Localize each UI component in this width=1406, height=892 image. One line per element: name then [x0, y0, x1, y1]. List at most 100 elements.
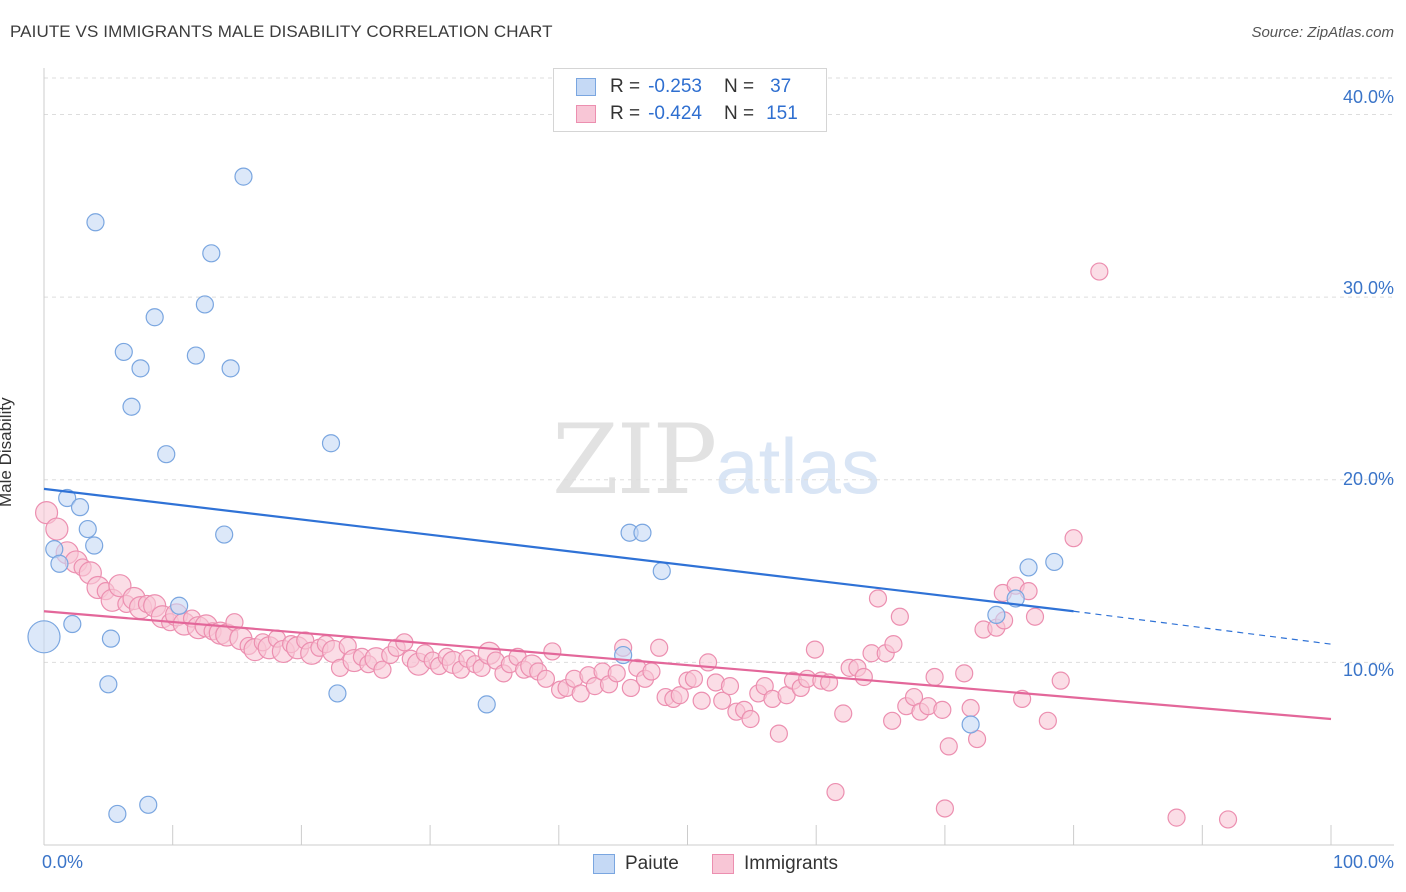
immigrants-point: [933, 700, 952, 719]
correlation-legend: R = -0.253 N = 37 R = -0.424 N = 151: [553, 68, 827, 132]
immigrants-n-value: 151: [766, 103, 798, 124]
paiute-point: [101, 629, 121, 648]
paiute-point: [122, 397, 141, 416]
paiute-point: [27, 620, 61, 654]
paiute-point: [202, 244, 221, 263]
paiute-point: [139, 795, 158, 814]
paiute-point: [633, 523, 652, 542]
immigrants-point: [621, 678, 640, 698]
paiute-legend-label: Paiute: [625, 853, 679, 874]
paiute-point: [477, 695, 496, 714]
bottom-legend-paiute: Paiute: [593, 852, 679, 876]
immigrants-point: [1038, 711, 1057, 730]
paiute-point: [321, 434, 341, 453]
paiute-point: [145, 308, 164, 327]
immigrants-trend-line: [43, 610, 1332, 721]
y-tick-label-10: 10.0%: [1342, 660, 1394, 680]
legend-row-immigrants: R = -0.424 N = 151: [576, 102, 798, 126]
immigrants-swatch: [576, 105, 596, 123]
y-tick-label-40: 40.0%: [1342, 87, 1394, 107]
paiute-point: [234, 167, 253, 186]
immigrants-point: [1218, 810, 1238, 829]
legend-n-label: N =: [723, 76, 755, 97]
paiute-point: [131, 359, 150, 378]
immigrants-point: [713, 691, 732, 710]
watermark: ZIPatlas: [552, 404, 880, 516]
immigrants-point: [45, 517, 69, 541]
paiute-point: [99, 675, 118, 694]
immigrants-point: [961, 698, 980, 718]
paiute-point: [1006, 589, 1025, 608]
immigrants-point: [1025, 607, 1045, 626]
x-tick-label-min: 0.0%: [42, 852, 84, 872]
paiute-point: [652, 561, 671, 581]
immigrants-point: [854, 667, 873, 687]
paiute-point: [221, 359, 240, 378]
immigrants-point: [741, 709, 760, 729]
y-tick-label-20: 20.0%: [1342, 469, 1394, 489]
immigrants-point: [536, 669, 556, 688]
paiute-swatch: [576, 78, 596, 96]
paiute-point: [50, 554, 69, 573]
immigrants-point: [642, 662, 661, 681]
watermark-atlas: atlas: [715, 422, 880, 510]
immigrants-legend-swatch: [712, 854, 734, 874]
immigrants-point: [826, 782, 845, 802]
immigrants-point: [571, 684, 590, 703]
immigrants-point: [925, 667, 944, 687]
immigrants-point: [883, 711, 902, 730]
immigrants-point: [868, 589, 888, 608]
immigrants-point: [1090, 262, 1109, 281]
paiute-point: [157, 445, 176, 464]
immigrants-legend-label: Immigrants: [744, 853, 838, 874]
x-tick-label-max: 100.0%: [1332, 852, 1394, 872]
paiute-point: [961, 715, 980, 734]
chart-title: PAIUTE VS IMMIGRANTS MALE DISABILITY COR…: [10, 22, 553, 41]
immigrants-point: [373, 660, 392, 679]
immigrants-point: [670, 686, 689, 705]
immigrants-point: [607, 664, 626, 683]
immigrants-point: [935, 799, 955, 818]
immigrants-point: [769, 724, 788, 743]
paiute-trend-extension: [1073, 610, 1332, 645]
legend-n-label: N =: [723, 103, 755, 124]
immigrants-point: [939, 737, 958, 756]
immigrants-point: [1064, 529, 1083, 548]
legend-r-label: R =: [610, 76, 641, 97]
immigrants-point: [834, 704, 853, 723]
immigrants-point: [692, 691, 711, 710]
watermark-zip: ZIP: [552, 404, 717, 516]
immigrants-r-value: -0.424: [648, 103, 702, 124]
paiute-point: [987, 605, 1006, 625]
paiute-point: [63, 614, 82, 634]
immigrants-point: [650, 638, 669, 657]
paiute-legend-swatch: [593, 854, 615, 874]
paiute-point: [1045, 552, 1064, 572]
paiute-point: [85, 536, 104, 555]
legend-r-label: R =: [610, 103, 641, 124]
immigrants-point: [34, 501, 59, 525]
bottom-legend-immigrants: Immigrants: [712, 852, 838, 876]
immigrants-point: [805, 640, 825, 659]
paiute-point: [58, 488, 77, 508]
paiute-point: [108, 804, 127, 824]
paiute-trend-line: [43, 487, 1074, 613]
paiute-point: [328, 684, 347, 703]
immigrants-point: [720, 677, 740, 696]
source-credit: Source: ZipAtlas.com: [1251, 24, 1394, 41]
paiute-point: [78, 519, 97, 539]
legend-row-paiute: R = -0.253 N = 37: [576, 75, 791, 99]
immigrants-point: [1167, 808, 1186, 827]
paiute-point: [86, 213, 105, 232]
paiute-point: [70, 498, 90, 517]
immigrants-point: [684, 669, 704, 688]
immigrants-point: [1013, 689, 1032, 709]
immigrants-point: [890, 607, 909, 626]
y-tick-label-30: 30.0%: [1342, 278, 1394, 298]
paiute-point: [195, 295, 214, 314]
paiute-point: [1019, 558, 1038, 577]
paiute-point: [186, 346, 205, 365]
paiute-n-value: 37: [770, 76, 792, 97]
immigrants-point: [1051, 671, 1070, 690]
